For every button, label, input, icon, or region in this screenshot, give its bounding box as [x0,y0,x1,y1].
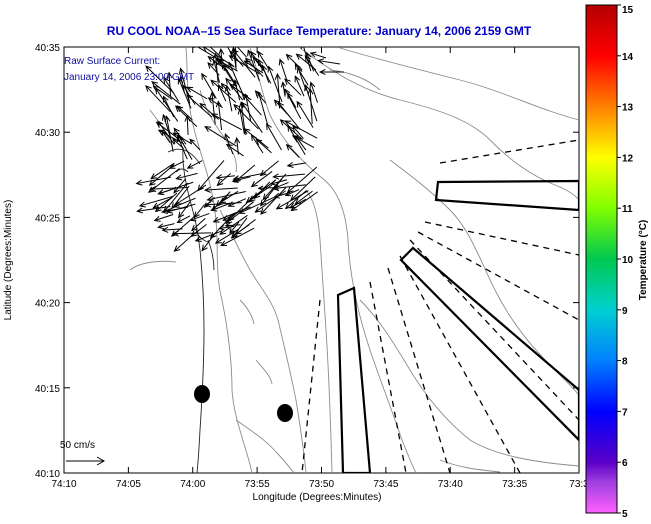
x-axis: 74:10 74:05 74:00 73:55 73:50 73:45 73:40 73:35… [51,47,589,490]
surface-current-vectors [135,47,344,252]
colorbar-ticks: 15 14 13 12 11 10 9 8 7 6 5 [617,4,634,520]
scale-label: 50 cm/s [60,440,95,451]
y-tick-label: 40:25 [35,213,60,224]
radar-beam-outlines [336,179,579,473]
y-axis: 40:35 40:30 40:25 40:20 40:15 40:10 [35,43,579,480]
colorbar-tick-label: 5 [622,509,628,519]
colorbar-tick-label: 10 [622,255,634,266]
x-tick-label: 74:10 [51,479,76,490]
x-tick-label: 73:50 [309,479,334,490]
y-tick-label: 40:20 [35,299,60,310]
current-legend-line1: Raw Surface Current: [64,56,160,67]
station-marker [277,404,293,422]
colorbar-tick-label: 14 [622,52,634,63]
colorbar-title: Temperature (°C) [638,220,649,301]
colorbar-tick-label: 6 [622,458,628,469]
x-tick-label: 74:05 [116,479,141,490]
colorbar-tick-label: 9 [622,306,628,317]
colorbar [585,4,618,514]
x-tick-label: 73:3 [569,479,589,490]
x-tick-label: 73:35 [502,479,527,490]
x-tick-label: 73:45 [373,479,398,490]
current-legend-line2: January 14, 2006 23:00 GMT [64,72,194,83]
scale-arrow-icon [66,456,106,466]
colorbar-tick-label: 11 [622,204,633,215]
x-tick-label: 73:40 [438,479,463,490]
coastline [167,147,215,473]
y-tick-label: 40:30 [35,128,60,139]
map-title: RU COOL NOAA–15 Sea Surface Temperature:… [107,24,532,38]
y-tick-label: 40:15 [35,384,60,395]
x-axis-title: Longitude (Degrees:Minutes) [253,492,382,503]
y-axis-title: Latitude (Degrees:Minutes) [3,200,14,321]
colorbar-tick-label: 15 [622,5,634,16]
colorbar-tick-label: 13 [622,103,634,114]
radar-beam-lines [301,139,579,473]
station-marker [194,385,210,403]
colorbar-tick-label: 7 [622,407,628,418]
y-tick-label: 40:10 [35,469,60,480]
y-tick-label: 40:35 [35,43,60,54]
colorbar-tick-label: 12 [622,153,634,164]
x-tick-label: 74:00 [180,479,205,490]
x-tick-label: 73:55 [245,479,270,490]
colorbar-tick-label: 8 [622,357,628,368]
